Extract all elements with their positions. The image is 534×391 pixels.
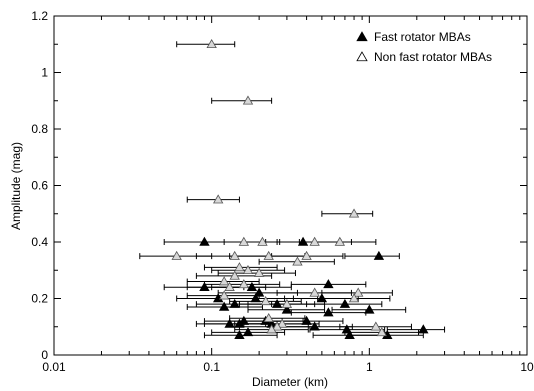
y-tick-label: 0 xyxy=(41,348,48,362)
fast-rotator-point xyxy=(301,315,312,325)
y-tick-label: 0.4 xyxy=(31,235,48,249)
non-fast-rotator-point xyxy=(229,250,240,260)
fast-rotator-point xyxy=(199,281,210,291)
non-fast-rotator-point xyxy=(257,236,268,246)
data-markers xyxy=(171,38,429,340)
non-fast-rotator-point xyxy=(242,264,254,275)
non-fast-rotator-point xyxy=(260,296,271,306)
x-tick-label: 10 xyxy=(520,360,534,374)
x-tick-label: 0.01 xyxy=(42,360,66,374)
non-fast-rotator-point xyxy=(263,250,274,260)
fast-rotator-point xyxy=(323,279,334,289)
x-tick-label: 0.1 xyxy=(203,360,220,374)
y-axis-title: Amplitude (mag) xyxy=(9,142,23,230)
fast-rotator-point xyxy=(246,281,258,291)
legend-label-nonfast: Non fast rotator MBAs xyxy=(374,50,492,64)
fast-rotator-point xyxy=(229,298,240,308)
fast-rotator-point xyxy=(316,293,328,303)
fast-rotator-point xyxy=(344,329,355,340)
fast-rotator-point xyxy=(253,287,265,297)
fast-rotator-point xyxy=(364,304,375,314)
fast-rotator-point xyxy=(271,298,283,308)
y-tick-label: 0.2 xyxy=(31,292,48,306)
legend-marker-nonfast xyxy=(356,51,368,62)
non-fast-rotator-point xyxy=(276,318,288,328)
fast-rotator-point xyxy=(323,307,334,317)
fast-rotator-point xyxy=(309,321,320,331)
non-fast-rotator-point xyxy=(218,290,230,300)
non-fast-rotator-point xyxy=(309,287,320,297)
fast-rotator-point xyxy=(373,250,385,260)
fast-rotator-point xyxy=(250,293,261,303)
fast-rotator-point xyxy=(234,329,245,340)
y-tick-label: 0.8 xyxy=(31,122,48,136)
non-fast-rotator-point xyxy=(348,293,360,303)
non-fast-rotator-point xyxy=(334,236,346,246)
fast-rotator-point xyxy=(224,318,235,328)
error-bars xyxy=(139,41,446,339)
legend-filled-triangle-icon xyxy=(356,31,368,42)
y-tick-label: 1.2 xyxy=(31,9,48,23)
non-fast-rotator-point xyxy=(224,281,235,291)
non-fast-rotator-point xyxy=(242,95,254,105)
non-fast-rotator-point xyxy=(281,298,293,308)
axis-ticks: 0.01 0.1 1 10 0 0.2 0.4 0.6 0.8 1 1.2 xyxy=(31,9,534,374)
fast-rotator-point xyxy=(242,327,254,337)
legend: Fast rotator MBAs Non fast rotator MBAs xyxy=(356,30,492,64)
non-fast-rotator-point xyxy=(353,287,364,297)
legend-label-fast: Fast rotator MBAs xyxy=(374,30,471,44)
non-fast-rotator-point xyxy=(229,270,240,280)
x-tick-label: 1 xyxy=(366,360,373,374)
non-fast-rotator-point xyxy=(266,324,277,334)
non-fast-rotator-point xyxy=(370,321,382,331)
fast-rotator-point xyxy=(199,236,210,246)
fast-rotator-point xyxy=(218,301,230,311)
non-fast-rotator-point xyxy=(253,267,265,277)
fast-rotator-point xyxy=(418,324,429,334)
non-fast-rotator-point xyxy=(309,236,320,246)
y-tick-label: 1 xyxy=(41,66,48,80)
y-tick-label: 0.6 xyxy=(31,179,48,193)
legend-marker-fast xyxy=(356,31,368,42)
non-fast-rotator-point xyxy=(238,279,250,289)
non-fast-rotator-point xyxy=(171,250,182,260)
non-fast-rotator-point xyxy=(206,38,217,49)
legend-open-triangle-icon xyxy=(356,51,368,62)
fast-rotator-point xyxy=(297,236,309,246)
non-fast-rotator-point xyxy=(301,250,312,260)
non-fast-rotator-point xyxy=(213,194,224,204)
fast-rotator-point xyxy=(234,318,245,328)
fast-rotator-point xyxy=(281,304,293,314)
non-fast-rotator-point xyxy=(263,312,274,323)
non-fast-rotator-point xyxy=(271,321,283,331)
non-fast-rotator-point xyxy=(234,262,245,272)
non-fast-rotator-point xyxy=(348,208,360,218)
non-fast-rotator-point xyxy=(376,327,388,337)
x-axis-title: Diameter (km) xyxy=(252,375,328,389)
non-fast-rotator-point xyxy=(238,236,250,246)
non-fast-rotator-point xyxy=(218,276,230,286)
non-fast-rotator-point xyxy=(292,256,303,266)
fast-rotator-point xyxy=(339,298,351,308)
